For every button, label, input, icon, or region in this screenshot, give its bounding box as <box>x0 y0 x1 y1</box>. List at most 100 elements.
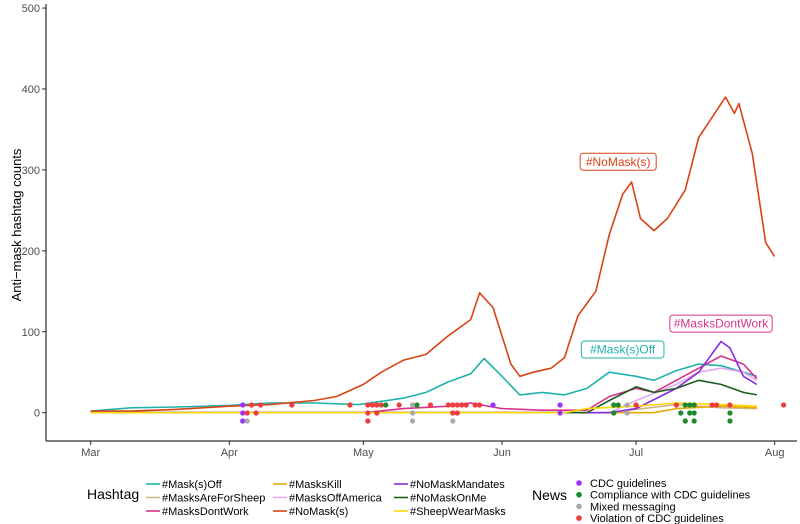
news-legend-title: News <box>532 487 567 503</box>
hashtag-legend: Hashtag #Mask(s)Off#MasksAreForSheep#Mas… <box>87 479 506 518</box>
news-point <box>682 418 688 424</box>
news-point <box>459 402 465 408</box>
news-point <box>687 402 693 408</box>
y-tick-label: 500 <box>22 3 40 15</box>
news-point <box>713 402 720 408</box>
x-tick-label: Mar <box>81 447 100 459</box>
x-tick-label: Jun <box>493 447 511 459</box>
news-point <box>727 402 733 408</box>
news-point <box>347 402 353 408</box>
hashtag-legend-label: #MasksAreForSheep <box>162 493 265 505</box>
news-point <box>409 402 416 408</box>
news-point <box>691 402 697 408</box>
y-tick-label: 300 <box>22 165 40 177</box>
annotation-box <box>580 340 665 359</box>
news-point <box>633 402 639 408</box>
news-legend-label: Violation of CDC guidelines <box>590 513 724 524</box>
news-point <box>244 410 250 416</box>
news-point <box>615 402 621 408</box>
news-point <box>409 418 416 424</box>
news-point <box>454 402 460 408</box>
annotation-label: #NoMask(s) <box>586 155 651 169</box>
annotation-label: #MasksDontWork <box>674 317 769 331</box>
news-point <box>490 402 496 408</box>
y-axis-title-group: Anti−mask hashtag counts <box>9 148 24 301</box>
y-tick-label: 400 <box>22 84 40 96</box>
news-point <box>383 402 389 408</box>
news-point <box>682 402 688 408</box>
news-point <box>450 418 456 424</box>
news-point <box>450 410 456 416</box>
hashtag-legend-label: #MasksDontWork <box>162 506 249 518</box>
news-point <box>611 402 617 408</box>
news-point <box>289 402 295 408</box>
news-point <box>727 410 733 416</box>
series-lines <box>90 96 776 414</box>
series-line-mask-s-off <box>90 357 758 412</box>
news-point <box>365 410 371 416</box>
series-line-nomask-s <box>90 96 776 412</box>
news-legend-key <box>576 515 582 521</box>
news-point <box>374 402 380 408</box>
news-point <box>624 402 630 408</box>
news-legend-key <box>576 480 582 486</box>
hashtag-legend-label: #NoMask(s) <box>289 506 348 518</box>
y-axis-title: Anti−mask hashtag counts <box>9 148 24 301</box>
news-legend-key <box>576 503 582 510</box>
news-point <box>463 402 469 408</box>
news-point <box>396 402 402 408</box>
news-point <box>257 402 264 408</box>
x-tick-label: May <box>353 447 374 459</box>
x-tick-label: Jul <box>629 447 643 459</box>
series-line-masksdontwork <box>90 355 758 414</box>
news-point <box>557 402 563 408</box>
hashtag-legend-label: #MasksKill <box>289 479 342 491</box>
annotation-box <box>669 314 773 333</box>
news-point <box>427 402 434 408</box>
news-legend-label: Mixed messaging <box>590 501 676 513</box>
annotation-box <box>579 152 657 171</box>
news-point <box>409 410 416 416</box>
news-point <box>240 410 246 416</box>
hashtag-legend-label: #NoMaskMandates <box>410 479 505 491</box>
news-point <box>365 402 371 408</box>
news-point <box>253 410 259 416</box>
news-point <box>780 402 787 408</box>
hashtag-legend-label: #Mask(s)Off <box>162 479 223 491</box>
news-point <box>477 402 483 408</box>
hashtag-legend-label: #MasksOffAmerica <box>289 493 383 505</box>
x-tick-labels: Mar Apr May Jun Jul Aug <box>81 441 784 459</box>
news-point <box>727 418 733 424</box>
news-point <box>678 410 684 416</box>
series-line-nomaskmandates <box>90 340 758 414</box>
news-point <box>378 402 384 408</box>
news-points <box>240 402 787 424</box>
news-legend-key <box>576 491 582 498</box>
news-point <box>240 402 246 408</box>
news-legend-label: Compliance with CDC guidelines <box>590 490 751 502</box>
hashtag-legend-title: Hashtag <box>87 486 139 502</box>
news-point <box>445 402 451 408</box>
news-point <box>624 410 630 416</box>
news-point <box>691 410 697 416</box>
news-point <box>472 402 478 408</box>
news-point <box>611 410 617 416</box>
news-point <box>454 410 460 416</box>
news-point <box>365 418 371 424</box>
news-point <box>450 402 456 408</box>
y-tick-label: 0 <box>34 408 40 420</box>
news-legend-label: CDC guidelines <box>590 478 667 490</box>
y-tick-labels: 0 100 200 300 400 500 <box>22 3 46 420</box>
news-point <box>374 410 380 416</box>
news-point <box>557 410 563 416</box>
hashtag-legend-label: #SheepWearMasks <box>410 506 506 518</box>
hashtag-legend-label: #NoMaskOnMe <box>410 493 486 505</box>
x-tick-label: Apr <box>221 447 238 459</box>
news-point <box>673 402 679 408</box>
news-point <box>691 418 697 424</box>
x-tick-label: Aug <box>765 447 785 459</box>
news-point <box>687 410 693 416</box>
news-point <box>414 402 420 408</box>
